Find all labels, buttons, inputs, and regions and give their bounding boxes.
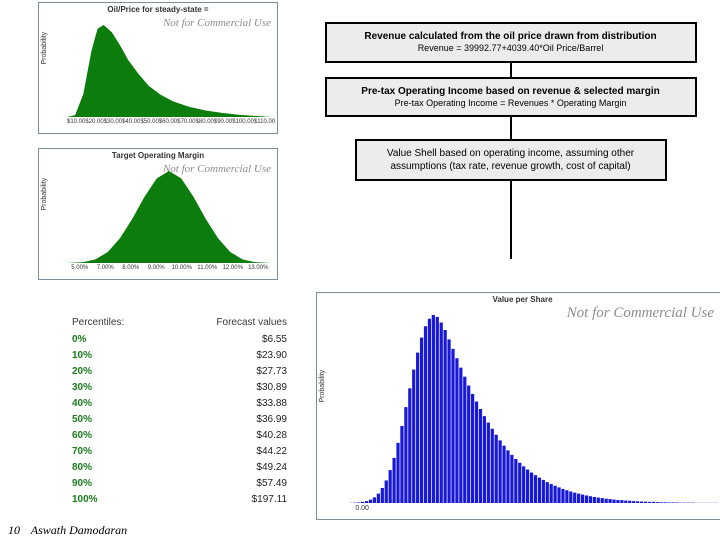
percentile-label: 0% (72, 332, 122, 348)
x-tick: $40.00 (122, 119, 140, 131)
header-left: Percentiles: (72, 317, 124, 328)
chart-title: Value per Share (317, 295, 720, 304)
plot-area (345, 315, 720, 503)
author-name: Aswath Damodaran (31, 523, 127, 537)
percentile-table: Percentiles: Forecast values 0% $6.55 10% $… (72, 317, 287, 508)
x-tick (619, 505, 653, 517)
percentile-label: 50% (72, 412, 122, 428)
percentile-label: 30% (72, 380, 122, 396)
x-tick: 5.00% (67, 265, 93, 277)
operating-margin-chart: Target Operating Margin Not for Commerci… (38, 148, 278, 280)
x-tick: $100.00 (232, 119, 254, 131)
x-tick: 7.00% (93, 265, 119, 277)
table-row: 50% $36.99 (72, 412, 287, 428)
forecast-value: $36.99 (227, 412, 287, 428)
x-tick: $30.00 (104, 119, 122, 131)
table-row: 70% $44.22 (72, 444, 287, 460)
y-axis-label: Probability (41, 32, 48, 65)
x-tick: $110.00 (254, 119, 275, 131)
x-axis-ticks: $10.00$20.00$30.00$40.00$50.00$60.00$70.… (67, 119, 271, 131)
forecast-value: $27.73 (227, 364, 287, 380)
forecast-value: $23.90 (227, 348, 287, 364)
forecast-value: $44.22 (227, 444, 287, 460)
percentile-label: 10% (72, 348, 122, 364)
flow-connector (510, 117, 512, 139)
x-tick: $70.00 (177, 119, 195, 131)
slide-footer: 10 Aswath Damodaran (0, 523, 127, 538)
flow-box-value: Value Shell based on operating income, a… (355, 139, 667, 181)
header-right: Forecast values (216, 317, 287, 328)
forecast-value: $49.24 (227, 460, 287, 476)
percentile-label: 60% (72, 428, 122, 444)
x-tick (448, 505, 482, 517)
x-tick: 8.00% (118, 265, 144, 277)
x-tick: $60.00 (159, 119, 177, 131)
flow-connector (510, 181, 512, 259)
table-row: 30% $30.89 (72, 380, 287, 396)
flow-connector (510, 63, 512, 77)
x-tick: $10.00 (67, 119, 85, 131)
x-axis-ticks: 0.00 (345, 505, 720, 517)
percentile-label: 70% (72, 444, 122, 460)
x-tick (516, 505, 550, 517)
table-row: 80% $49.24 (72, 460, 287, 476)
chart-title: Target Operating Margin (39, 151, 277, 160)
forecast-value: $33.88 (227, 396, 287, 412)
x-tick (585, 505, 619, 517)
x-tick (688, 505, 720, 517)
percentile-label: 80% (72, 460, 122, 476)
oil-price-chart: Oil/Price for steady-state = Not for Com… (38, 2, 278, 134)
y-axis-label: Probability (41, 178, 48, 211)
table-row: 20% $27.73 (72, 364, 287, 380)
flow-box-text: Value Shell based on operating income, a… (365, 147, 657, 173)
flow-diagram: Revenue calculated from the oil price dr… (318, 22, 703, 259)
x-tick: $90.00 (214, 119, 232, 131)
flow-box-formula: Pre-tax Operating Income = Revenues * Op… (335, 98, 687, 110)
percentile-label: 100% (72, 492, 122, 508)
x-axis-ticks: 5.00%7.00%8.00%9.00%10.00%11.00%12.00%13… (67, 265, 271, 277)
table-header: Percentiles: Forecast values (72, 317, 287, 328)
value-per-share-chart: Value per Share Not for Commercial Use P… (316, 292, 720, 520)
plot-area (67, 25, 271, 117)
x-tick: $50.00 (140, 119, 158, 131)
flow-box-title: Revenue calculated from the oil price dr… (335, 30, 687, 43)
x-tick: 10.00% (169, 265, 195, 277)
table-row: 90% $57.49 (72, 476, 287, 492)
lower-panel: Percentiles: Forecast values 0% $6.55 10% $… (22, 289, 714, 538)
table-row: 60% $40.28 (72, 428, 287, 444)
forecast-value: $30.89 (227, 380, 287, 396)
flow-box-revenue: Revenue calculated from the oil price dr… (325, 22, 697, 63)
percentile-label: 20% (72, 364, 122, 380)
x-tick: 0.00 (345, 505, 379, 517)
percentile-label: 90% (72, 476, 122, 492)
forecast-value: $197.11 (227, 492, 287, 508)
x-tick (482, 505, 516, 517)
table-row: 0% $6.55 (72, 332, 287, 348)
y-axis-label: Probability (319, 370, 326, 403)
table-row: 10% $23.90 (72, 348, 287, 364)
x-tick (414, 505, 448, 517)
x-tick (379, 505, 413, 517)
percentile-label: 40% (72, 396, 122, 412)
x-tick: $20.00 (85, 119, 103, 131)
forecast-value: $57.49 (227, 476, 287, 492)
x-tick: 12.00% (220, 265, 246, 277)
table-row: 40% $33.88 (72, 396, 287, 412)
x-tick (653, 505, 687, 517)
forecast-value: $6.55 (227, 332, 287, 348)
table-row: 100% $197.11 (72, 492, 287, 508)
x-tick: 9.00% (144, 265, 170, 277)
x-tick: 13.00% (246, 265, 272, 277)
x-tick: 11.00% (195, 265, 221, 277)
chart-title: Oil/Price for steady-state = (39, 5, 277, 14)
flow-box-formula: Revenue = 39992.77+4039.40*Oil Price/Bar… (335, 43, 687, 55)
flow-box-operating-income: Pre-tax Operating Income based on revenu… (325, 77, 697, 118)
page-number: 10 (0, 523, 28, 538)
flow-box-title: Pre-tax Operating Income based on revenu… (335, 85, 687, 98)
x-tick (551, 505, 585, 517)
plot-area (67, 171, 271, 263)
x-tick: $80.00 (196, 119, 214, 131)
forecast-value: $40.28 (227, 428, 287, 444)
